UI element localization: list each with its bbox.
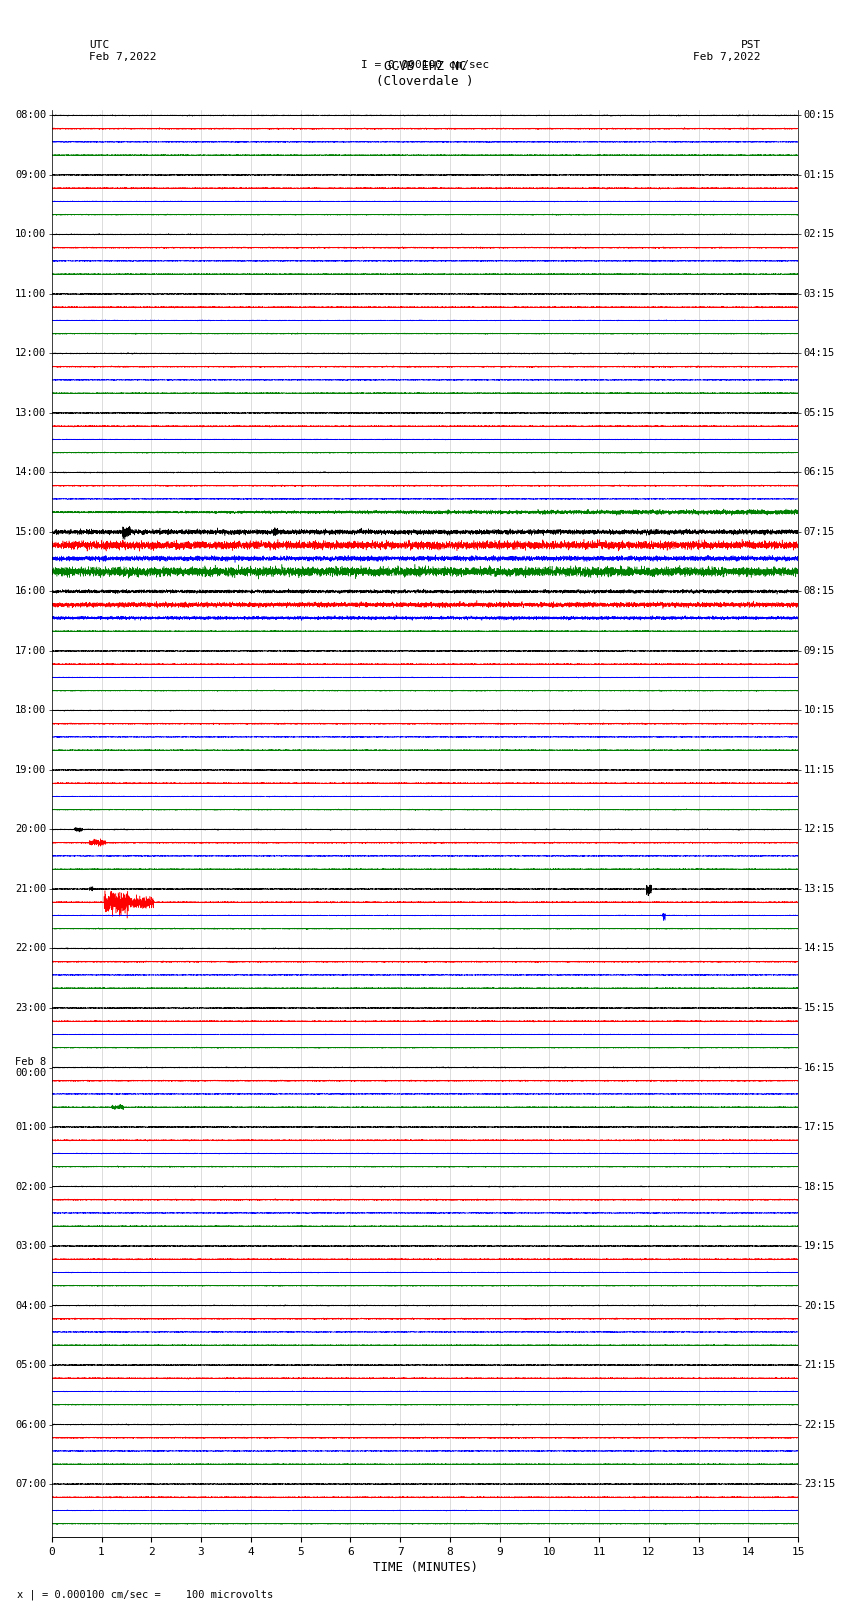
Text: I = 0.000100 cm/sec: I = 0.000100 cm/sec xyxy=(361,60,489,69)
Text: PST
Feb 7,2022: PST Feb 7,2022 xyxy=(694,40,761,61)
Text: UTC
Feb 7,2022: UTC Feb 7,2022 xyxy=(89,40,156,61)
X-axis label: TIME (MINUTES): TIME (MINUTES) xyxy=(372,1561,478,1574)
Title: GCVB EHZ NC
(Cloverdale ): GCVB EHZ NC (Cloverdale ) xyxy=(377,60,473,89)
Text: x | = 0.000100 cm/sec =    100 microvolts: x | = 0.000100 cm/sec = 100 microvolts xyxy=(17,1589,273,1600)
